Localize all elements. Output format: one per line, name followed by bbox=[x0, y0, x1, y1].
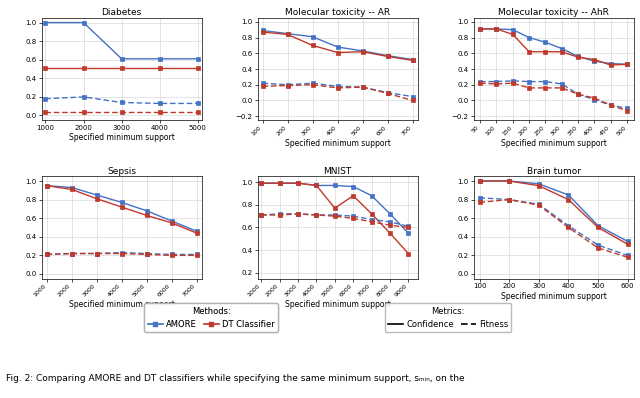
X-axis label: Specified minimum support: Specified minimum support bbox=[285, 300, 390, 309]
X-axis label: Specified minimum support: Specified minimum support bbox=[68, 300, 175, 309]
Legend: AMORE, DT Classifier: AMORE, DT Classifier bbox=[145, 303, 278, 332]
X-axis label: Specified minimum support: Specified minimum support bbox=[68, 133, 175, 142]
X-axis label: Specified minimum support: Specified minimum support bbox=[500, 139, 607, 148]
Title: Molecular toxicity -- AR: Molecular toxicity -- AR bbox=[285, 8, 390, 17]
Title: Molecular toxicity -- AhR: Molecular toxicity -- AhR bbox=[498, 8, 609, 17]
Legend: Confidence, Fitness: Confidence, Fitness bbox=[385, 303, 511, 332]
Title: Sepsis: Sepsis bbox=[107, 167, 136, 176]
Title: Diabetes: Diabetes bbox=[102, 8, 141, 17]
Title: MNIST: MNIST bbox=[323, 167, 352, 176]
X-axis label: Specified minimum support: Specified minimum support bbox=[285, 139, 390, 148]
X-axis label: Specified minimum support: Specified minimum support bbox=[500, 292, 607, 300]
Text: Fig. 2: Comparing AMORE and DT classifiers while specifying the same minimum sup: Fig. 2: Comparing AMORE and DT classifie… bbox=[6, 374, 465, 383]
Title: Brain tumor: Brain tumor bbox=[527, 167, 580, 176]
